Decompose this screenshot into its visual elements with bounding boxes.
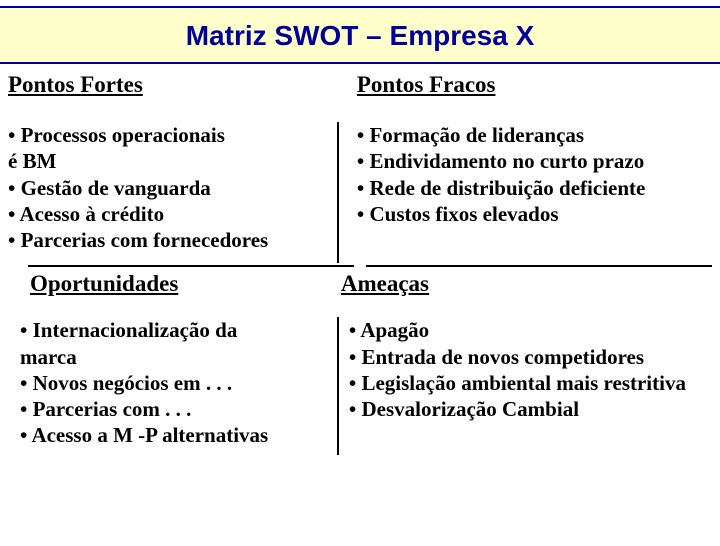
list-item: • Parcerias com . . . [20, 396, 331, 422]
opportunities-list: • Internacionalização da marca • Novos n… [20, 317, 331, 448]
list-item: • Formação de lideranças [357, 122, 706, 148]
swot-row-top: Pontos Fortes Pontos Fracos [8, 72, 712, 122]
list-item: • Parcerias com fornecedores [8, 227, 327, 253]
list-item: • Novos negócios em . . . [20, 370, 331, 396]
list-item: • Endividamento no curto prazo [357, 148, 706, 174]
weaknesses-heading: Pontos Fracos [357, 72, 706, 98]
list-item: é BM [8, 148, 327, 174]
strengths-heading: Pontos Fortes [8, 72, 333, 98]
strengths-list: • Processos operacionais é BM • Gestão d… [8, 122, 327, 253]
weaknesses-cell: Pontos Fracos [339, 72, 712, 122]
opportunities-heading: Oportunidades [30, 271, 333, 297]
weaknesses-body: • Formação de lideranças • Endividamento… [339, 122, 712, 263]
strengths-cell: Pontos Fortes [8, 72, 339, 122]
horizontal-divider [8, 263, 712, 271]
divider-left [28, 265, 354, 267]
list-item: • Apagão [349, 317, 706, 343]
list-item: • Entrada de novos competidores [349, 344, 706, 370]
list-item: marca [20, 344, 331, 370]
opportunities-body: • Internacionalização da marca • Novos n… [8, 317, 339, 454]
weaknesses-list: • Formação de lideranças • Endividamento… [357, 122, 706, 227]
threats-heading: Ameaças [341, 271, 706, 297]
list-item: • Rede de distribuição deficiente [357, 175, 706, 201]
list-item: • Acesso à crédito [8, 201, 327, 227]
swot-row-bottom-head: Oportunidades Ameaças [8, 271, 712, 317]
page-title: Matriz SWOT – Empresa X [0, 20, 720, 52]
list-item: • Gestão de vanguarda [8, 175, 327, 201]
swot-row-bottom-body: • Internacionalização da marca • Novos n… [8, 317, 712, 454]
opportunities-cell: Oportunidades [8, 271, 339, 317]
list-item: • Custos fixos elevados [357, 201, 706, 227]
list-item: • Legislação ambiental mais restritiva [349, 370, 706, 396]
swot-grid: Pontos Fortes Pontos Fracos • Processos … [0, 64, 720, 455]
swot-row-top-body: • Processos operacionais é BM • Gestão d… [8, 122, 712, 263]
divider-right [366, 265, 712, 267]
strengths-body: • Processos operacionais é BM • Gestão d… [8, 122, 339, 263]
list-item: • Acesso a M -P alternativas [20, 422, 331, 448]
list-item: • Desvalorização Cambial [349, 396, 706, 422]
list-item: • Internacionalização da [20, 317, 331, 343]
threats-body: • Apagão • Entrada de novos competidores… [339, 317, 712, 454]
list-item: • Processos operacionais [8, 122, 327, 148]
title-bar: Matriz SWOT – Empresa X [0, 6, 720, 64]
threats-list: • Apagão • Entrada de novos competidores… [349, 317, 706, 422]
threats-cell: Ameaças [339, 271, 712, 317]
